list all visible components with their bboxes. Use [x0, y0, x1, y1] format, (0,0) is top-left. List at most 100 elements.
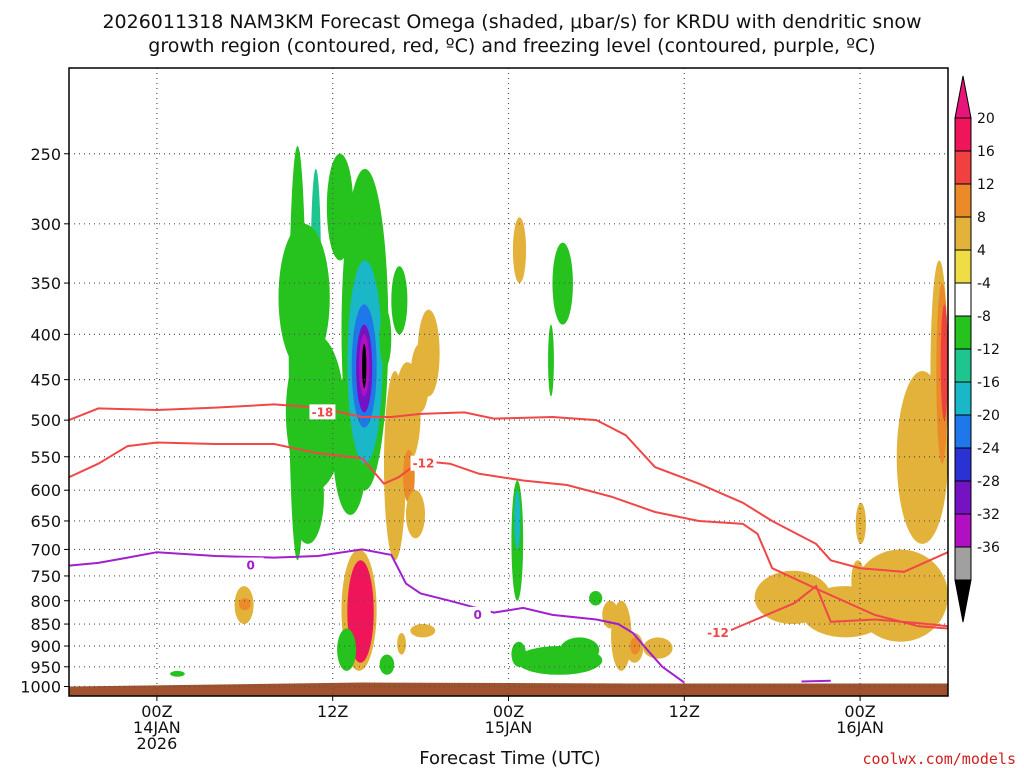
chart-title-line2: growth region (contoured, red, ºC) and f… — [148, 35, 875, 57]
y-axis-ticks: 250 300 350 400 450 500 550 600 650 700 750 800 850 9… — [20, 145, 69, 697]
y-tick-label: 300 — [30, 215, 61, 234]
contour-line-4 — [801, 679, 831, 683]
colorbar-label: 16 — [977, 144, 995, 160]
colorbar-swatch-5 — [954, 282, 972, 317]
x-tick-label: 00Z — [141, 702, 172, 721]
y-tick-label: 800 — [30, 592, 61, 611]
colorbar-swatch-9 — [954, 414, 972, 449]
x-axis-label: Forecast Time (UTC) — [419, 748, 600, 768]
omega-region-33 — [410, 624, 436, 638]
contour-label-bg-2 — [704, 624, 731, 640]
colorbar-bottom-arrow — [954, 579, 972, 623]
omega-region-17 — [391, 266, 408, 335]
omega-region-51 — [851, 560, 865, 601]
contour-label-bg-4 — [464, 606, 491, 622]
colorbar-label: -16 — [977, 375, 1000, 391]
omega-region-25 — [548, 324, 554, 397]
omega-region-36 — [559, 637, 600, 663]
omega-region-21 — [512, 217, 527, 284]
y-tick-label: 750 — [30, 567, 61, 586]
x-tick-label: 2026 — [137, 734, 178, 753]
omega-region-2 — [278, 223, 330, 372]
colorbar-label: -12 — [977, 342, 1000, 358]
omega-region-40 — [630, 637, 641, 655]
omega-region-49 — [940, 304, 948, 421]
colorbar-swatch-0 — [954, 117, 972, 152]
temperature-contours: -18 -12 -12 0 0 — [69, 403, 948, 684]
colorbar-swatch-12 — [954, 513, 972, 548]
omega-region-4 — [291, 449, 324, 544]
y-tick-label: 650 — [30, 512, 61, 531]
x-tick-label: 16JAN — [836, 718, 884, 737]
y-tick-label: 850 — [30, 615, 61, 634]
colorbar-swatch-11 — [954, 480, 972, 515]
y-tick-label: 350 — [30, 274, 61, 293]
omega-region-52 — [170, 670, 185, 677]
y-tick-label: 450 — [30, 371, 61, 390]
colorbar-swatch-7 — [954, 348, 972, 383]
chart-title-line1: 2026011318 NAM3KM Forecast Omega (shaded… — [102, 11, 921, 33]
colorbar-label: -8 — [977, 309, 991, 325]
credit-text: coolwx.com/models — [862, 750, 1016, 768]
y-tick-label: 700 — [30, 540, 61, 559]
contour-label-bg-0 — [309, 404, 336, 420]
omega-region-18 — [417, 309, 440, 397]
colorbar-label: -36 — [977, 540, 1000, 556]
omega-region-32 — [397, 632, 406, 655]
omega-region-16 — [379, 309, 392, 367]
colorbar-swatch-10 — [954, 447, 972, 482]
contour-label-bg-1 — [410, 455, 437, 471]
omega-region-42 — [589, 591, 603, 606]
colorbar-label: -32 — [977, 507, 1000, 523]
colorbar-label: 8 — [977, 210, 986, 226]
y-tick-label: 600 — [30, 481, 61, 500]
colorbar-label: 20 — [977, 111, 995, 127]
y-tick-label: 1000 — [20, 678, 61, 697]
y-tick-label: 550 — [30, 448, 61, 467]
contour-label-0: -18 — [312, 405, 334, 419]
plot-area: -18 -12 -12 0 0 — [69, 68, 948, 696]
y-tick-label: 900 — [30, 637, 61, 656]
colorbar-swatch-6 — [954, 315, 972, 350]
colorbar-label: -28 — [977, 474, 1000, 490]
omega-region-41 — [643, 637, 673, 659]
x-tick-label: 12Z — [317, 702, 348, 721]
colorbar: 20 16 12 8 4 -4 -8 -12 -16 -20 -24 -28 -32 -36 — [954, 75, 1000, 623]
colorbar-label: -20 — [977, 408, 1000, 424]
colorbar-label: -24 — [977, 441, 1000, 457]
omega-region-38 — [611, 600, 632, 671]
contour-label-1: -12 — [413, 457, 435, 471]
colorbar-label: 4 — [977, 243, 986, 259]
colorbar-swatch-2 — [954, 183, 972, 218]
y-tick-label: 400 — [30, 325, 61, 344]
colorbar-label: 12 — [977, 177, 995, 193]
contour-line-2 — [713, 584, 948, 639]
contour-line-3 — [69, 548, 685, 684]
y-tick-label: 500 — [30, 411, 61, 430]
omega-region-30 — [337, 628, 357, 671]
y-tick-label: 950 — [30, 658, 61, 677]
contour-label-4: 0 — [474, 608, 482, 622]
omega-region-23 — [514, 490, 521, 550]
contour-line-1 — [69, 441, 948, 630]
colorbar-swatch-4 — [954, 249, 972, 284]
y-tick-label: 250 — [30, 145, 61, 164]
omega-region-12 — [362, 343, 367, 389]
contour-line-0 — [69, 403, 948, 573]
omega-region-24 — [552, 242, 573, 325]
x-tick-label: 12Z — [669, 702, 700, 721]
omega-region-31 — [379, 654, 395, 675]
x-tick-label: 00Z — [493, 702, 524, 721]
omega-region-20 — [405, 490, 425, 539]
omega-shading — [170, 145, 948, 677]
colorbar-top-arrow — [954, 75, 972, 119]
colorbar-swatch-8 — [954, 381, 972, 416]
colorbar-swatch-3 — [954, 216, 972, 251]
ground-fill — [69, 682, 948, 696]
colorbar-swatch-1 — [954, 150, 972, 185]
ground-layer — [69, 682, 948, 696]
colorbar-swatch-13 — [954, 546, 972, 581]
contour-label-2: -12 — [707, 626, 729, 640]
